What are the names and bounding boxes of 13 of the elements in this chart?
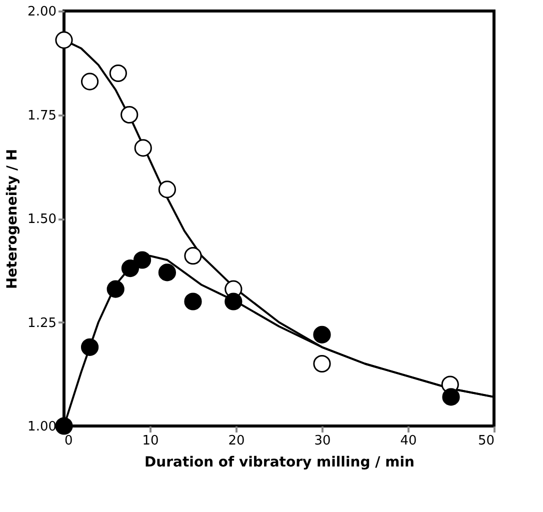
y-tick-label: 1.75 bbox=[28, 108, 56, 124]
y-axis-title: Heterogeneity / H bbox=[4, 148, 21, 290]
x-tick-label: 20 bbox=[228, 434, 245, 448]
y-tick-label: 1.25 bbox=[28, 316, 56, 331]
x-tick-label: 10 bbox=[142, 434, 159, 448]
y-tick-label: 1.50 bbox=[28, 212, 56, 227]
x-tick-label: 40 bbox=[400, 434, 417, 448]
x-axis-title: Duration of vibratory milling / min bbox=[144, 454, 414, 470]
x-tick-label: 30 bbox=[314, 434, 331, 448]
x-tick-label: 50 bbox=[478, 434, 494, 448]
y-tick-label: 2.00 bbox=[28, 4, 56, 20]
x-tick-label: 0 bbox=[64, 434, 73, 448]
y-tick-label: 1.00 bbox=[28, 420, 56, 434]
